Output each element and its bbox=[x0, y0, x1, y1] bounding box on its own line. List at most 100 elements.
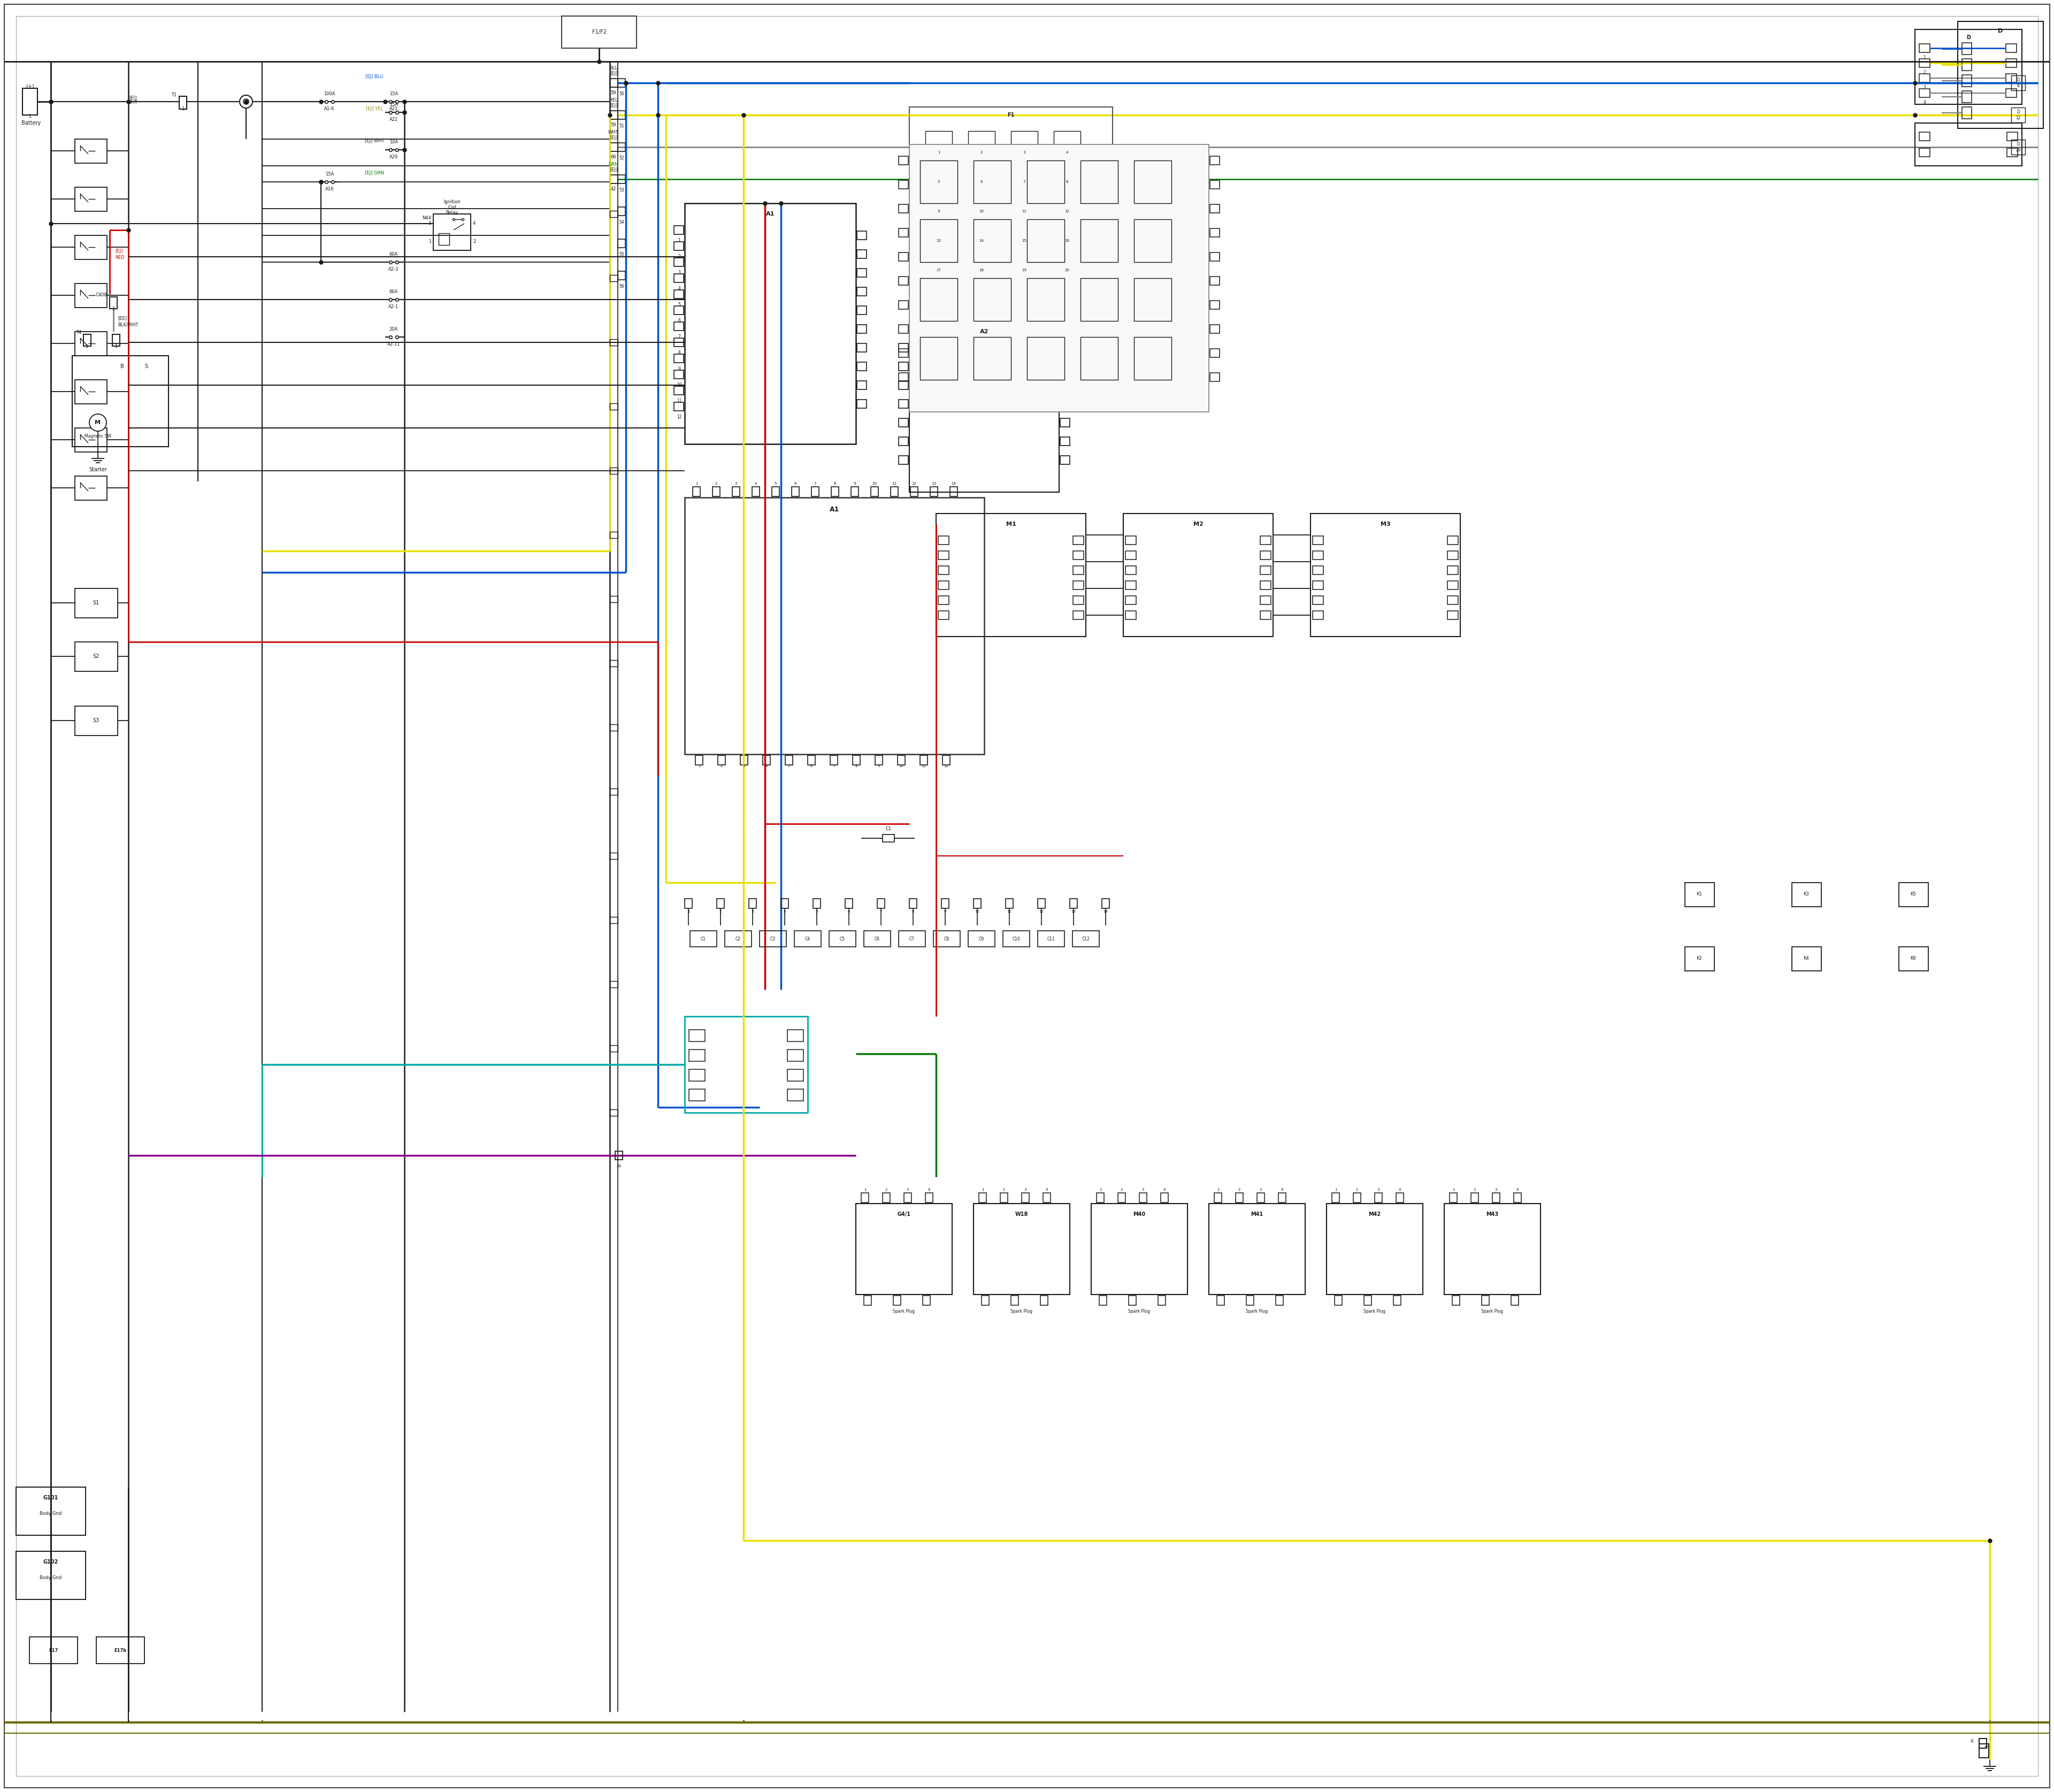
Text: 15A: 15A bbox=[390, 91, 398, 97]
Bar bbox=[1027, 337, 1064, 380]
Text: 2: 2 bbox=[472, 240, 477, 244]
Text: 53: 53 bbox=[618, 188, 624, 192]
Bar bbox=[1364, 1296, 1372, 1305]
Bar bbox=[610, 211, 618, 217]
Text: F1: F1 bbox=[1006, 113, 1015, 118]
Bar bbox=[974, 219, 1011, 262]
Text: C12: C12 bbox=[1082, 937, 1091, 941]
Text: 8: 8 bbox=[912, 910, 914, 914]
Text: 10: 10 bbox=[873, 482, 877, 486]
Bar bbox=[1126, 566, 1136, 575]
Text: 4: 4 bbox=[678, 287, 680, 292]
Text: 3: 3 bbox=[427, 220, 431, 226]
Text: 8: 8 bbox=[678, 351, 680, 355]
Bar bbox=[674, 355, 684, 362]
Bar bbox=[1027, 219, 1064, 262]
Text: 2: 2 bbox=[1473, 1188, 1477, 1192]
Bar bbox=[1126, 611, 1136, 620]
Bar bbox=[16, 1552, 86, 1600]
Bar bbox=[967, 161, 994, 177]
Text: G4/1: G4/1 bbox=[898, 1211, 910, 1217]
Bar bbox=[904, 1193, 912, 1202]
Text: C9: C9 bbox=[980, 937, 984, 941]
Bar bbox=[844, 898, 852, 909]
Text: M40: M40 bbox=[1134, 1211, 1146, 1217]
Bar bbox=[861, 1193, 869, 1202]
Text: 10: 10 bbox=[976, 910, 980, 914]
Text: 2: 2 bbox=[1002, 1188, 1004, 1192]
Bar bbox=[865, 930, 891, 946]
Bar bbox=[1962, 75, 1972, 86]
Text: 2: 2 bbox=[715, 482, 717, 486]
Bar bbox=[920, 219, 957, 262]
Text: Starter: Starter bbox=[88, 468, 107, 473]
Circle shape bbox=[88, 414, 107, 432]
Text: G102: G102 bbox=[43, 1559, 58, 1564]
Text: BLK/WHT: BLK/WHT bbox=[117, 323, 138, 328]
Text: 4: 4 bbox=[928, 1188, 930, 1192]
Bar bbox=[1374, 1193, 1382, 1202]
Bar bbox=[1060, 344, 1070, 351]
Bar bbox=[900, 362, 908, 371]
Bar bbox=[900, 324, 908, 333]
Bar bbox=[900, 181, 908, 188]
Bar bbox=[1914, 124, 2021, 167]
Text: 6: 6 bbox=[795, 482, 797, 486]
Bar bbox=[1070, 898, 1076, 909]
Text: 1: 1 bbox=[429, 240, 431, 244]
Text: 13: 13 bbox=[1070, 910, 1076, 914]
Bar bbox=[875, 754, 883, 765]
Bar bbox=[610, 111, 618, 120]
Text: 1: 1 bbox=[115, 344, 117, 348]
Text: S2: S2 bbox=[92, 654, 99, 659]
Bar bbox=[1354, 1193, 1360, 1202]
Bar bbox=[1210, 349, 1220, 357]
Bar bbox=[760, 930, 787, 946]
Text: W18: W18 bbox=[1015, 1211, 1029, 1217]
Bar bbox=[980, 1193, 986, 1202]
Bar bbox=[1444, 1204, 1540, 1294]
Bar bbox=[1898, 883, 1929, 907]
Bar bbox=[2007, 133, 2017, 142]
Text: 66: 66 bbox=[610, 154, 616, 159]
Bar bbox=[74, 186, 107, 211]
Text: X: X bbox=[1970, 1740, 1974, 1744]
Bar bbox=[674, 371, 684, 378]
Text: D
28: D 28 bbox=[2015, 142, 2021, 152]
Text: M3: M3 bbox=[1380, 521, 1391, 527]
Text: 6: 6 bbox=[980, 181, 982, 183]
Text: 3: 3 bbox=[1259, 1188, 1261, 1192]
Bar bbox=[1261, 597, 1271, 604]
Bar bbox=[893, 1296, 902, 1305]
Bar bbox=[1126, 550, 1136, 559]
Text: 12: 12 bbox=[912, 482, 916, 486]
Bar bbox=[1080, 337, 1117, 380]
Bar bbox=[1126, 536, 1136, 545]
Bar bbox=[857, 269, 867, 278]
Bar bbox=[974, 1204, 1070, 1294]
Bar bbox=[1684, 946, 1715, 971]
Bar bbox=[1080, 161, 1117, 202]
Bar bbox=[1276, 1296, 1284, 1305]
Text: 12: 12 bbox=[1039, 910, 1043, 914]
Text: 4: 4 bbox=[1399, 1188, 1401, 1192]
Bar bbox=[807, 754, 815, 765]
Bar bbox=[688, 1090, 705, 1100]
Text: xx: xx bbox=[1984, 1745, 1988, 1749]
Bar bbox=[871, 487, 879, 496]
Text: 18: 18 bbox=[980, 269, 984, 272]
Bar bbox=[113, 335, 119, 346]
Bar bbox=[610, 339, 618, 346]
Text: [EE]: [EE] bbox=[117, 315, 127, 321]
Text: 20: 20 bbox=[1064, 269, 1070, 272]
Text: Spark Plug: Spark Plug bbox=[1247, 1310, 1267, 1314]
Text: 7: 7 bbox=[813, 482, 815, 486]
Text: 1: 1 bbox=[688, 910, 690, 914]
Bar bbox=[937, 514, 1087, 636]
Bar bbox=[610, 597, 618, 602]
Bar bbox=[74, 332, 107, 357]
Bar bbox=[1134, 337, 1171, 380]
Bar bbox=[1481, 1296, 1489, 1305]
Text: 3: 3 bbox=[752, 910, 754, 914]
Bar bbox=[1097, 1193, 1105, 1202]
